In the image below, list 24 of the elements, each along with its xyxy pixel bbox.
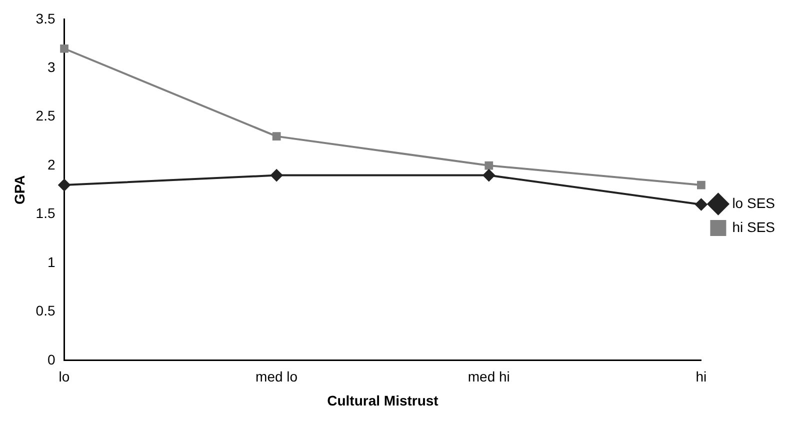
point [272,132,281,140]
point [60,44,68,53]
point [697,180,706,190]
y-tick-label: 2 [47,156,56,172]
point [270,169,283,182]
y-tick-label: 1 [47,254,56,270]
x-tick-label: med hi [468,368,510,385]
x-tick-label: lo [58,368,70,385]
y-tick-label: 0.5 [36,302,56,319]
y-axis-title: GPA [11,175,28,205]
legend-label: lo SES [732,194,776,211]
y-tick-label: 3 [47,58,56,75]
y-tick-label: 1.5 [36,205,56,222]
point [484,161,494,170]
point [695,198,708,211]
y-tick-label: 3.5 [36,10,56,26]
legend-label: hi SES [732,218,776,235]
x-tick-label: med lo [256,368,298,385]
y-tick-label: 0 [47,351,56,368]
point [58,179,70,192]
y-tick-label: 2.5 [36,108,56,124]
x-tick-label: hi [696,368,707,385]
x-axis-title: Cultural Mistrust [327,392,439,408]
point [482,169,495,182]
